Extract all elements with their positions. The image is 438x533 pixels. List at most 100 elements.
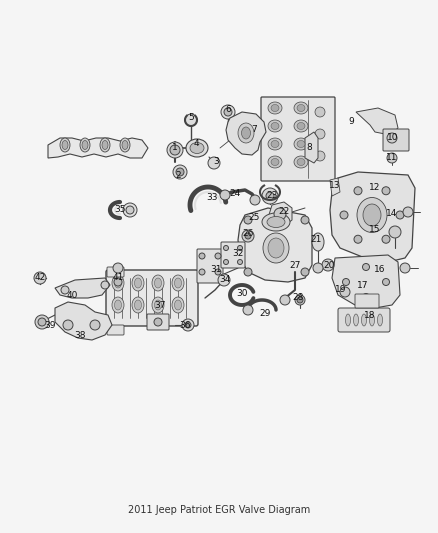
Circle shape [295,295,305,305]
Circle shape [35,315,49,329]
Circle shape [340,287,350,297]
Circle shape [363,294,370,301]
Text: 35: 35 [114,206,126,214]
Ellipse shape [241,127,251,139]
Circle shape [382,279,389,286]
Text: 42: 42 [34,273,46,282]
Ellipse shape [80,138,90,152]
Ellipse shape [315,107,325,117]
Ellipse shape [152,297,164,313]
Polygon shape [226,112,266,155]
Ellipse shape [122,141,128,149]
Circle shape [63,320,73,330]
Ellipse shape [294,102,308,114]
Circle shape [199,269,205,275]
Circle shape [215,253,221,259]
FancyBboxPatch shape [106,270,198,326]
Ellipse shape [132,297,144,313]
Circle shape [208,157,220,169]
Ellipse shape [120,138,130,152]
Text: 37: 37 [154,301,166,310]
Ellipse shape [297,158,305,166]
Circle shape [218,274,230,286]
Ellipse shape [174,278,181,288]
Circle shape [34,272,46,284]
Circle shape [297,297,303,303]
FancyBboxPatch shape [261,97,335,181]
Circle shape [387,153,397,163]
Text: 12: 12 [369,183,381,192]
Circle shape [173,165,187,179]
Text: 32: 32 [232,248,244,257]
Ellipse shape [155,300,162,310]
Circle shape [387,133,397,143]
Text: 39: 39 [44,320,56,329]
Circle shape [215,269,221,275]
Circle shape [354,187,362,195]
FancyBboxPatch shape [147,314,169,330]
Circle shape [221,105,235,119]
Ellipse shape [263,233,289,263]
Text: 36: 36 [179,320,191,329]
Text: 13: 13 [329,181,341,190]
Text: 17: 17 [357,281,369,290]
Circle shape [242,230,254,242]
Text: 15: 15 [369,225,381,235]
Text: 4: 4 [193,139,199,148]
Circle shape [340,211,348,219]
Circle shape [154,318,162,326]
Ellipse shape [297,123,305,130]
Ellipse shape [112,297,124,313]
FancyBboxPatch shape [221,242,245,268]
Circle shape [185,114,197,126]
Ellipse shape [361,314,367,326]
Circle shape [38,318,46,326]
FancyBboxPatch shape [383,129,409,151]
Text: 29: 29 [259,309,271,318]
Polygon shape [55,278,110,298]
Circle shape [389,226,401,238]
Text: 26: 26 [242,230,254,238]
Circle shape [280,295,290,305]
Circle shape [170,145,180,155]
Ellipse shape [268,138,282,150]
FancyBboxPatch shape [107,267,124,277]
Ellipse shape [268,156,282,168]
Circle shape [301,216,309,224]
Text: 18: 18 [364,311,376,319]
Circle shape [244,268,252,276]
Text: 11: 11 [386,154,398,163]
Ellipse shape [378,314,382,326]
Circle shape [396,211,404,219]
Text: 30: 30 [236,288,248,297]
FancyBboxPatch shape [197,249,223,283]
Text: 20: 20 [323,261,335,270]
Text: 14: 14 [386,208,398,217]
Ellipse shape [102,141,108,149]
Circle shape [244,216,252,224]
Text: 25: 25 [248,214,260,222]
Text: 24: 24 [230,189,240,198]
Ellipse shape [268,238,284,258]
Text: 31: 31 [210,265,222,274]
Text: 8: 8 [306,143,312,152]
Text: 22: 22 [279,207,290,216]
Ellipse shape [100,138,110,152]
Ellipse shape [297,141,305,148]
Polygon shape [332,255,400,308]
Text: 10: 10 [387,133,399,142]
Circle shape [176,168,184,176]
Ellipse shape [262,213,290,231]
Text: 40: 40 [66,290,78,300]
Polygon shape [330,178,340,196]
Circle shape [113,263,123,273]
Circle shape [262,188,278,204]
Ellipse shape [174,300,181,310]
Ellipse shape [271,141,279,148]
Circle shape [313,263,323,273]
Circle shape [223,246,229,251]
Circle shape [123,203,137,217]
FancyBboxPatch shape [338,308,390,332]
Polygon shape [330,172,415,262]
Ellipse shape [271,104,279,111]
